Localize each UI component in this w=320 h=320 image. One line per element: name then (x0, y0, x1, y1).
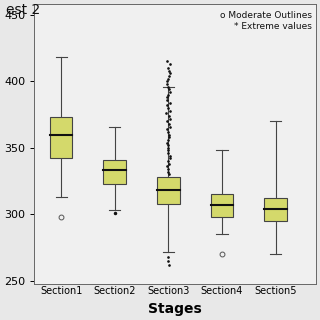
Bar (264, 198, 287, 221)
Bar (157, 177, 180, 204)
X-axis label: Stages: Stages (148, 302, 202, 316)
Text: est 2: est 2 (6, 3, 41, 17)
Bar (211, 194, 233, 217)
Text: o Moderate Outlines
* Extreme values: o Moderate Outlines * Extreme values (220, 11, 312, 30)
Bar (103, 160, 126, 184)
Bar (50, 117, 72, 158)
